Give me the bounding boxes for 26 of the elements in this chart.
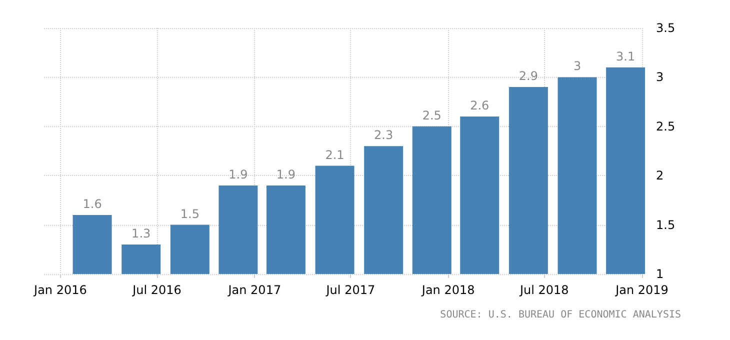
y-tick-label: 2 [656, 168, 664, 183]
x-tick-label: Jan 2016 [33, 283, 87, 297]
x-tick-label: Jul 2017 [325, 283, 376, 297]
y-tick-label: 3.5 [656, 21, 676, 35]
data-label: 1.3 [132, 226, 151, 240]
data-label: 2.9 [518, 69, 538, 84]
y-tick-label: 3 [656, 70, 664, 84]
y-tick-label: 1 [656, 267, 664, 281]
data-label: 2.1 [325, 148, 344, 162]
y-tick-label: 1.5 [656, 218, 676, 232]
data-label: 2.3 [374, 128, 394, 142]
y-tick-label: 2.5 [656, 119, 676, 134]
x-tick-label: Jul 2016 [132, 283, 182, 297]
data-label: 3 [573, 59, 582, 74]
data-label: 1.6 [82, 196, 102, 211]
source-note: SOURCE: U.S. BUREAU OF ECONOMIC ANALYSIS [440, 310, 682, 320]
data-label: 1.5 [180, 206, 200, 221]
x-tick-label: Jan 2019 [614, 283, 668, 297]
x-tick-label: Jul 2018 [518, 283, 569, 297]
data-label: 2.6 [470, 98, 490, 113]
x-tick-label: Jan 2017 [227, 283, 282, 297]
data-label: 3.1 [616, 49, 636, 64]
x-tick-label: Jan 2018 [420, 283, 475, 297]
data-label: 1.9 [276, 167, 296, 182]
data-label: 2.5 [422, 108, 442, 122]
data-label: 1.9 [228, 167, 248, 182]
